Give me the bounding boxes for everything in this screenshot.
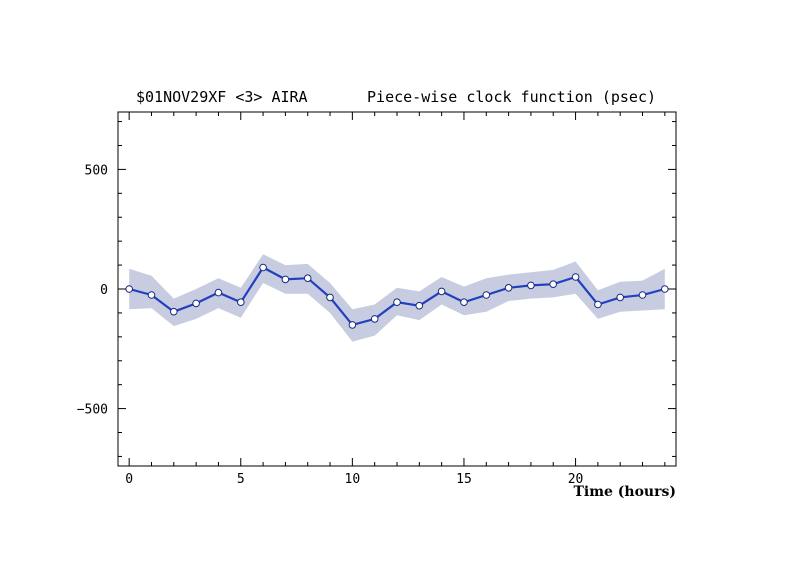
data-point [482,291,491,299]
data-point [415,301,424,310]
data-point [237,298,245,307]
chart-title-right: Piece-wise clock function (psec) [367,88,656,106]
data-point [661,285,669,293]
data-point [527,281,535,290]
x-axis-label: Time (hours) [573,484,676,500]
data-point [460,298,468,307]
data-point [393,298,401,307]
plot-area [125,254,669,342]
data-point [259,263,267,272]
chart-title-left: $01NOV29XF <3> AIRA [136,88,308,106]
y-tick-label: 500 [85,163,108,178]
x-tick-label: 20 [568,472,584,487]
data-point [638,291,647,299]
x-tick-label: 10 [345,472,361,487]
data-point [170,307,178,316]
data-point [571,273,580,281]
data-point [370,315,379,323]
data-point [437,287,446,296]
axes: 0 5 10 15 20 500 0 −500 [77,112,676,487]
data-point [303,274,312,283]
data-point [326,293,334,302]
error-band [129,254,665,342]
y-tick-label: 0 [100,283,108,298]
data-point [147,291,156,299]
data-point [616,293,625,302]
x-tick-label: 15 [456,472,472,487]
data-point [192,299,200,308]
data-point [281,275,290,284]
y-tick-label: −500 [77,403,108,418]
data-point [549,280,558,289]
data-point [348,321,357,329]
data-point [504,284,513,292]
x-tick-label: 5 [237,472,245,487]
data-point [214,288,223,297]
x-tick-label: 0 [125,472,133,487]
data-point [594,300,602,309]
data-point [125,285,133,293]
